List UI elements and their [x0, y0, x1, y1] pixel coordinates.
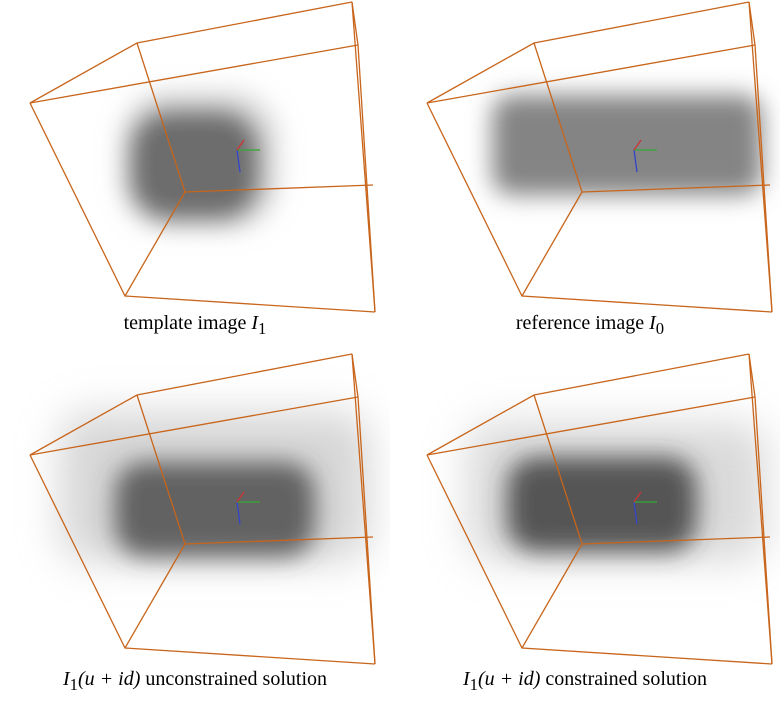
- caption: I1(u + id) unconstrained solution: [0, 668, 390, 695]
- caption-text: template image: [124, 312, 247, 334]
- symbol: I: [649, 312, 656, 334]
- symbol: I: [463, 668, 470, 690]
- panel-render: [0, 352, 390, 672]
- subscript: 1: [258, 319, 266, 338]
- subscript: 0: [656, 319, 664, 338]
- caption: reference image I0: [395, 312, 780, 339]
- panel-render: [0, 0, 390, 320]
- subscript: 1: [70, 675, 78, 694]
- panel-render: [397, 352, 780, 672]
- caption: template image I1: [0, 312, 390, 339]
- caption-text: reference image: [516, 312, 644, 334]
- argument: (u + id): [478, 668, 540, 690]
- argument: (u + id): [78, 668, 140, 690]
- caption-text: constrained solution: [545, 668, 707, 690]
- caption: I1(u + id) constrained solution: [390, 668, 780, 695]
- symbol: I: [63, 668, 70, 690]
- figure: template image I1 reference image I0 I1(…: [0, 0, 780, 707]
- panel-render: [397, 0, 780, 320]
- subscript: 1: [470, 675, 478, 694]
- caption-text: unconstrained solution: [145, 668, 327, 690]
